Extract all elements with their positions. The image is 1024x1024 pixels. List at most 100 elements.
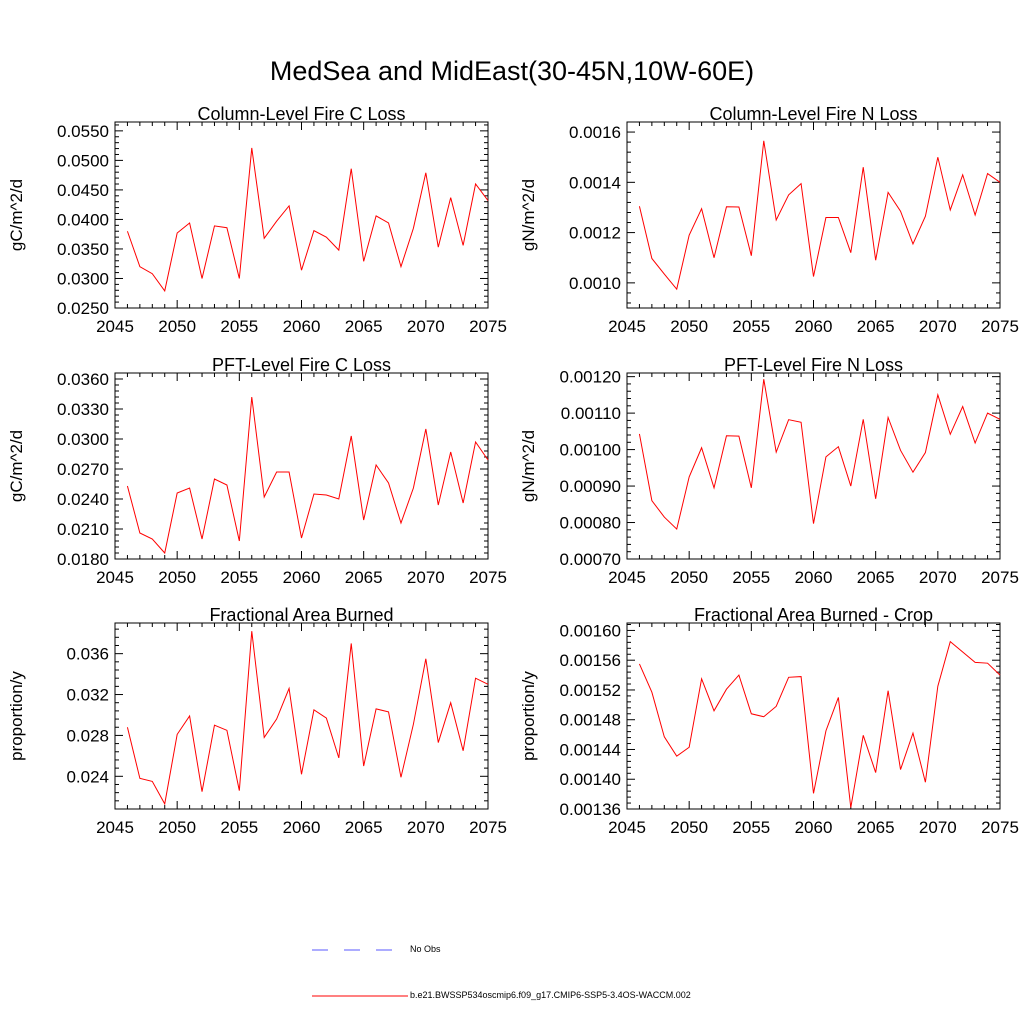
x-tick-label: 2075: [469, 568, 507, 587]
y-tick-label: 0.00144: [560, 740, 621, 759]
x-tick-label: 2065: [345, 818, 383, 837]
y-tick-label: 0.00152: [560, 681, 621, 700]
y-tick-label: 0.00148: [560, 711, 621, 730]
y-tick-label: 0.0500: [57, 151, 109, 170]
x-tick-label: 2060: [283, 317, 321, 336]
x-tick-label: 2050: [158, 818, 196, 837]
y-tick-label: 0.0450: [57, 181, 109, 200]
x-tick-label: 2050: [158, 568, 196, 587]
y-tick-label: 0.0270: [57, 460, 109, 479]
x-tick-label: 2065: [857, 568, 895, 587]
y-tick-label: 0.00136: [560, 800, 621, 819]
x-tick-label: 2055: [220, 317, 258, 336]
y-tick-label: 0.0180: [57, 550, 109, 569]
y-tick-label: 0.0250: [57, 299, 109, 318]
y-tick-label: 0.00110: [561, 404, 621, 423]
plot-frame: [626, 622, 1001, 810]
series-line: [638, 379, 1001, 531]
x-tick-label: 2070: [407, 568, 445, 587]
chart-title: Fractional Area Burned - Crop: [694, 605, 933, 625]
x-tick-label: 2055: [220, 568, 258, 587]
x-tick-label: 2045: [608, 568, 646, 587]
series-line: [126, 631, 489, 806]
chart-column-fire-c-loss: Column-Level Fire C Loss 2045 2050 2055 2060…: [7, 104, 507, 336]
y-tick-label: 0.00160: [560, 621, 621, 640]
legend-label-model: b.e21.BWSSP534oscmip6.f09_g17.CMIP6-SSP5…: [410, 990, 691, 1000]
y-tick-label: 0.00080: [560, 514, 621, 533]
x-tick-label: 2070: [919, 818, 957, 837]
chart-title: PFT-Level Fire N Loss: [724, 355, 903, 375]
y-tick-label: 0.0550: [57, 122, 109, 141]
x-tick-label: 2055: [220, 818, 258, 837]
series-line: [126, 147, 489, 293]
x-tick-label: 2060: [795, 818, 833, 837]
y-tick-label: 0.0240: [57, 490, 109, 509]
x-tick-label: 2065: [345, 568, 383, 587]
y-axis-label: gC/m^2/d: [7, 179, 26, 251]
y-axis-label: proportion/y: [519, 671, 538, 761]
x-tick-label: 2060: [795, 568, 833, 587]
y-tick-label: 0.00070: [560, 550, 621, 569]
chart-column-fire-n-loss: Column-Level Fire N Loss 2045 2050 2055 2060…: [519, 104, 1019, 336]
x-tick-label: 2070: [919, 568, 957, 587]
x-tick-label: 2075: [981, 818, 1019, 837]
x-tick-label: 2050: [670, 568, 708, 587]
legend-label-no-obs: No Obs: [410, 944, 441, 954]
x-tick-label: 2055: [732, 317, 770, 336]
x-tick-label: 2050: [670, 317, 708, 336]
y-tick-label: 0.028: [66, 726, 109, 745]
y-tick-label: 0.00140: [560, 770, 621, 789]
x-tick-label: 2065: [857, 818, 895, 837]
plot-frame: [626, 121, 1001, 309]
y-axis-label: gN/m^2/d: [519, 179, 538, 251]
plot-frame: [626, 372, 1001, 560]
x-tick-label: 2060: [283, 568, 321, 587]
y-axis-label: proportion/y: [7, 671, 26, 761]
x-tick-label: 2050: [670, 818, 708, 837]
page-title: MedSea and MidEast(30-45N,10W-60E): [269, 56, 755, 86]
y-tick-label: 0.0330: [57, 400, 109, 419]
y-tick-label: 0.0014: [569, 173, 621, 192]
chart-fractional-area-burned-crop: Fractional Area Burned - Crop 2045 2050 205…: [519, 605, 1019, 837]
x-tick-label: 2045: [608, 818, 646, 837]
plot-frame: [114, 622, 489, 810]
y-tick-label: 0.036: [66, 645, 109, 664]
y-axis-label: gC/m^2/d: [7, 430, 26, 502]
x-tick-label: 2060: [795, 317, 833, 336]
y-tick-label: 0.00100: [560, 441, 621, 460]
y-tick-label: 0.0012: [569, 224, 621, 243]
series-line: [126, 396, 489, 555]
y-tick-label: 0.00090: [560, 477, 621, 496]
y-tick-label: 0.0300: [57, 269, 109, 288]
x-tick-label: 2060: [283, 818, 321, 837]
y-tick-label: 0.00120: [560, 368, 621, 387]
y-tick-label: 0.0360: [57, 370, 109, 389]
chart-title: PFT-Level Fire C Loss: [212, 355, 391, 375]
y-tick-label: 0.0350: [57, 240, 109, 259]
chart-title: Column-Level Fire C Loss: [197, 104, 405, 124]
series-line: [638, 640, 1001, 808]
y-tick-label: 0.00156: [560, 651, 621, 670]
y-tick-label: 0.0300: [57, 430, 109, 449]
y-tick-label: 0.0016: [569, 123, 621, 142]
plot-frame: [114, 121, 489, 309]
x-tick-label: 2050: [158, 317, 196, 336]
x-tick-label: 2045: [608, 317, 646, 336]
y-tick-label: 0.0210: [57, 520, 109, 539]
x-tick-label: 2045: [96, 818, 134, 837]
y-tick-label: 0.032: [66, 686, 109, 705]
x-tick-label: 2070: [407, 317, 445, 336]
chart-title: Column-Level Fire N Loss: [709, 104, 917, 124]
x-tick-label: 2055: [732, 568, 770, 587]
x-tick-label: 2045: [96, 317, 134, 336]
x-tick-label: 2075: [981, 568, 1019, 587]
chart-pft-fire-c-loss: PFT-Level Fire C Loss 2045 2050 2055 2060 206…: [7, 355, 507, 587]
y-tick-label: 0.0400: [57, 210, 109, 229]
y-axis-label: gN/m^2/d: [519, 430, 538, 502]
x-tick-label: 2070: [919, 317, 957, 336]
x-tick-label: 2055: [732, 818, 770, 837]
x-tick-label: 2075: [981, 317, 1019, 336]
x-tick-label: 2045: [96, 568, 134, 587]
series-line: [638, 140, 1001, 291]
x-tick-label: 2065: [857, 317, 895, 336]
